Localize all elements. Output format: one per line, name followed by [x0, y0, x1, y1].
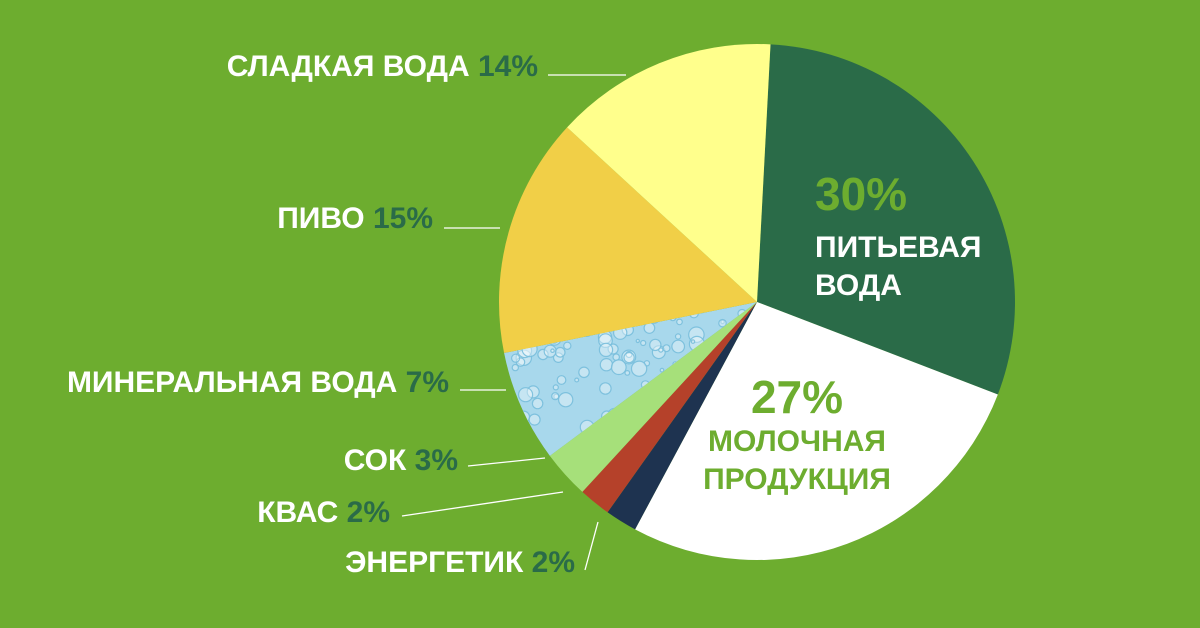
bubble	[599, 382, 612, 395]
slice-percent: 14%	[478, 50, 538, 83]
bubble	[508, 416, 516, 425]
bubble	[720, 319, 725, 325]
slice-label: ПИВО 15%	[277, 202, 433, 235]
bubble	[690, 339, 696, 344]
bubble	[574, 377, 580, 383]
slice-name-label: МОЛОЧНАЯ	[708, 425, 886, 458]
slice-label: КВАС 2%	[257, 496, 390, 529]
pie-slice-3	[607, 302, 757, 530]
bubble	[624, 370, 631, 376]
bubble	[651, 345, 666, 360]
leader-line	[584, 521, 599, 571]
bubble	[671, 339, 686, 354]
slice-label: МИНЕРАЛЬНАЯ ВОДА 7%	[67, 366, 449, 399]
slice-percent: 2%	[532, 546, 575, 579]
bubble	[554, 346, 566, 358]
bubble	[659, 367, 665, 373]
bubble	[486, 422, 497, 433]
leader-lines	[401, 74, 626, 571]
pie-slice-4	[582, 302, 757, 513]
pie-slice-5	[549, 302, 757, 492]
bubble	[510, 353, 521, 363]
bubble	[674, 333, 682, 340]
bubble	[556, 375, 567, 385]
bubble	[610, 359, 627, 376]
bubble	[550, 348, 555, 354]
bubble	[543, 344, 557, 358]
slice-percent: 15%	[373, 202, 433, 235]
slice-labels: 30% ПИТЬЕВАЯ ВОДА 27%МОЛОЧНАЯ ПРОДУКЦИЯ ЭНЕРГ…	[67, 50, 981, 579]
slice-name-label: ПИТЬЕВАЯ	[815, 231, 981, 264]
bubble	[630, 360, 648, 377]
bubble	[551, 392, 560, 401]
bubble	[640, 339, 647, 347]
bubble	[718, 318, 727, 328]
slice-percent-label: 30%	[815, 168, 907, 220]
bubble	[488, 394, 497, 403]
bubble	[649, 338, 662, 352]
slice-label: СЛАДКАЯ ВОДА 14%	[227, 50, 538, 83]
bubble	[558, 392, 574, 408]
bubble	[487, 342, 498, 353]
slice-name: МИНЕРАЛЬНАЯ ВОДА	[67, 366, 406, 399]
bubble	[528, 413, 541, 426]
slice-percent-label: 27%	[751, 371, 843, 423]
slice-percent: 2%	[347, 496, 390, 529]
bubble	[489, 378, 493, 382]
bubble	[578, 366, 590, 379]
pie-slice-1	[757, 44, 1015, 395]
bubble	[490, 398, 499, 407]
slice-percent: 7%	[406, 366, 449, 399]
leader-line	[467, 457, 546, 467]
bubble	[599, 358, 614, 372]
slice-name: СЛАДКАЯ ВОДА	[227, 50, 478, 83]
bubble	[552, 384, 559, 391]
pie-slice-7	[499, 127, 757, 354]
pie-slices	[499, 43, 1015, 561]
slice-percent: 3%	[415, 444, 458, 477]
bubble	[504, 413, 513, 431]
bubble	[662, 344, 671, 353]
bubble	[495, 367, 502, 374]
slice-name: СОК	[344, 444, 415, 477]
bubble	[517, 410, 531, 424]
bubble	[635, 338, 641, 344]
bubble	[688, 326, 705, 343]
slice-name: ПИВО	[277, 202, 373, 235]
slice-name-label: ПРОДУКЦИЯ	[703, 463, 891, 496]
slice-name-label: ВОДА	[815, 269, 902, 302]
pie-slice-8	[567, 43, 771, 302]
bubble	[506, 408, 518, 421]
slice-name: КВАС	[257, 496, 346, 529]
bubble	[517, 387, 534, 403]
pie-slice-2	[635, 302, 998, 561]
bubble	[511, 363, 520, 372]
bubble	[623, 351, 635, 364]
bubble	[486, 359, 495, 368]
bubble	[676, 318, 683, 326]
bubble	[537, 348, 549, 361]
slice-label: СОК 3%	[344, 444, 458, 477]
bubble	[531, 397, 544, 410]
leader-line	[401, 491, 564, 517]
bubble	[493, 338, 501, 346]
slice-label: ЭНЕРГЕТИК 2%	[345, 546, 575, 579]
slice-name: ЭНЕРГЕТИК	[345, 546, 532, 579]
bubble	[563, 341, 572, 350]
bubble	[598, 342, 614, 358]
